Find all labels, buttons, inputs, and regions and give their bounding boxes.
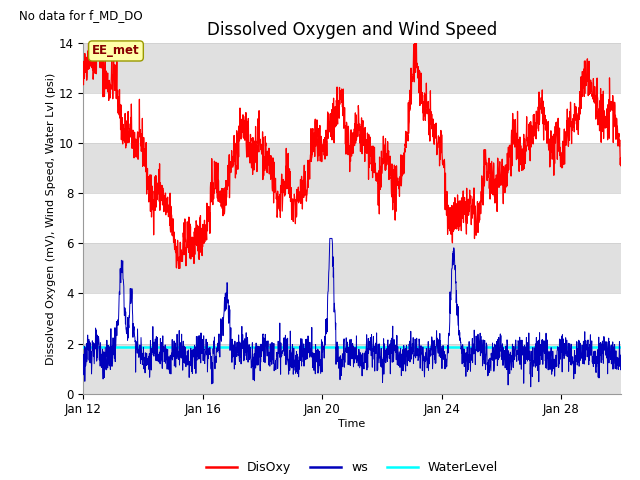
Text: No data for f_MD_DO: No data for f_MD_DO bbox=[19, 9, 142, 22]
Bar bbox=[83, 43, 621, 93]
X-axis label: Time: Time bbox=[339, 419, 365, 429]
Text: EE_met: EE_met bbox=[92, 45, 140, 58]
Title: Dissolved Oxygen and Wind Speed: Dissolved Oxygen and Wind Speed bbox=[207, 21, 497, 39]
Bar bbox=[83, 144, 621, 193]
Y-axis label: Dissolved Oxygen (mV), Wind Speed, Water Lvl (psi): Dissolved Oxygen (mV), Wind Speed, Water… bbox=[45, 72, 56, 364]
Bar bbox=[83, 344, 621, 394]
Legend: DisOxy, ws, WaterLevel: DisOxy, ws, WaterLevel bbox=[201, 456, 503, 479]
Bar bbox=[83, 243, 621, 293]
